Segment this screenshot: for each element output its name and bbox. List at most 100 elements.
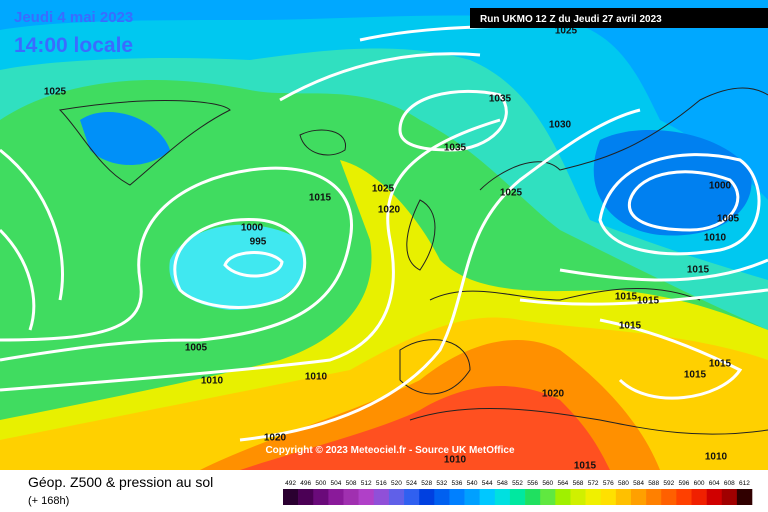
isobar-labels: 1025 1025 1035 1030 1035 1025 1015 1020 …: [44, 26, 740, 472]
map-date: Jeudi 4 mai 2023: [14, 9, 133, 26]
colorbar: 492 496 500 504 508 512 516 520 524 528 532 536 540 5…: [283, 480, 753, 505]
colorbar-swatch: [706, 489, 723, 505]
colorbar-label: 596: [678, 480, 689, 487]
colorbar-swatch: [464, 489, 480, 505]
colorbar-swatch: [525, 489, 541, 505]
colorbar-label: 512: [361, 480, 372, 487]
isobar-label: 1015: [687, 265, 710, 276]
colorbar-swatch: [343, 489, 359, 505]
colorbar-label: 560: [542, 480, 553, 487]
isobar-label: 1025: [44, 87, 67, 98]
colorbar-label: 520: [391, 480, 402, 487]
colorbar-label: 612: [739, 480, 750, 487]
colorbar-swatch: [585, 489, 602, 505]
colorbar-swatch: [600, 489, 617, 505]
footer-lead: (+ 168h): [28, 495, 69, 507]
colorbar-label: 552: [512, 480, 523, 487]
isobar-label: 995: [250, 237, 267, 248]
colorbar-label: 576: [603, 480, 614, 487]
isobar-label: 1020: [542, 389, 565, 400]
isobars: [0, 18, 768, 442]
colorbar-swatch: [313, 489, 329, 505]
isobar-label: 1000: [241, 223, 264, 234]
colorbar-swatch: [646, 489, 662, 505]
colorbar-swatch: [434, 489, 450, 505]
colorbar-label: 508: [346, 480, 357, 487]
isobar-label: 1015: [637, 296, 660, 307]
isobar-label: 1035: [489, 94, 512, 105]
isobar-label: 1010: [444, 455, 467, 466]
colorbar-swatch: [661, 489, 677, 505]
colorbar-swatch: [721, 489, 738, 505]
colorbar-label: 588: [648, 480, 659, 487]
isobar-label: 1010: [705, 452, 728, 463]
colorbar-label: 536: [452, 480, 463, 487]
colorbar-label: 516: [376, 480, 387, 487]
isobar-label: 1015: [574, 461, 597, 472]
isobar-label: 1015: [619, 321, 642, 332]
colorbar-swatch: [615, 489, 632, 505]
coastlines: [58, 87, 768, 435]
isobar-label: 1015: [615, 292, 638, 303]
isobar-label: 1010: [305, 372, 328, 383]
colorbar-swatch: [479, 489, 496, 505]
colorbar-swatch: [283, 489, 299, 505]
isobar-label: 1030: [549, 120, 572, 131]
colorbar-label: 568: [573, 480, 584, 487]
z500-field: [0, 0, 768, 470]
isobar-label: 1020: [264, 433, 287, 444]
colorbar-label: 600: [694, 480, 705, 487]
isobar-label: 1000: [709, 181, 732, 192]
colorbar-swatch: [555, 489, 571, 505]
map-time: 14:00 locale: [14, 34, 133, 57]
isobar-label: 1010: [704, 233, 727, 244]
isobar-label: 1005: [717, 214, 740, 225]
colorbar-label: 544: [482, 480, 493, 487]
colorbar-label: 584: [633, 480, 644, 487]
colorbar-label: 548: [497, 480, 508, 487]
colorbar-label: 604: [709, 480, 720, 487]
colorbar-swatch: [358, 489, 375, 505]
colorbar-label: 524: [406, 480, 417, 487]
footer-title: Géop. Z500 & pression au sol: [28, 474, 213, 490]
isobar-label: 1015: [309, 193, 332, 204]
colorbar-swatch: [419, 489, 435, 505]
colorbar-swatch: [449, 489, 465, 505]
colorbar-swatch: [691, 489, 707, 505]
colorbar-swatch: [509, 489, 526, 505]
colorbar-swatch: [298, 489, 314, 505]
isobar-label: 1015: [684, 370, 707, 381]
colorbar-label: 540: [467, 480, 478, 487]
colorbar-label: 500: [315, 480, 326, 487]
run-box: [470, 8, 768, 28]
colorbar-swatch: [328, 489, 344, 505]
isobar-label: 1035: [444, 143, 467, 154]
colorbar-label: 532: [436, 480, 447, 487]
isobar-label: 1005: [185, 343, 208, 354]
isobar-label: 1010: [201, 376, 224, 387]
colorbar-label: 492: [285, 480, 296, 487]
colorbar-label: 608: [724, 480, 735, 487]
copyright: Copyright © 2023 Meteociel.fr - Source U…: [265, 445, 515, 456]
colorbar-swatch: [540, 489, 556, 505]
isobar-label: 1025: [372, 184, 395, 195]
colorbar-swatch: [736, 489, 753, 505]
isobar-label: 1015: [709, 359, 732, 370]
isobar-label: 1025: [555, 26, 578, 37]
colorbar-label: 572: [588, 480, 599, 487]
colorbar-label: 504: [331, 480, 342, 487]
colorbar-label: 564: [557, 480, 568, 487]
colorbar-label: 528: [421, 480, 432, 487]
colorbar-label: 556: [527, 480, 538, 487]
colorbar-swatch: [570, 489, 586, 505]
colorbar-swatch: [404, 489, 420, 505]
colorbar-label: 580: [618, 480, 629, 487]
isobar-label: 1025: [500, 188, 523, 199]
colorbar-swatch: [373, 489, 390, 505]
colorbar-swatch: [676, 489, 692, 505]
colorbar-swatch: [388, 489, 405, 505]
run-label: Run UKMO 12 Z du Jeudi 27 avril 2023: [480, 14, 662, 25]
isobar-label: 1020: [378, 205, 401, 216]
colorbar-label: 496: [300, 480, 311, 487]
